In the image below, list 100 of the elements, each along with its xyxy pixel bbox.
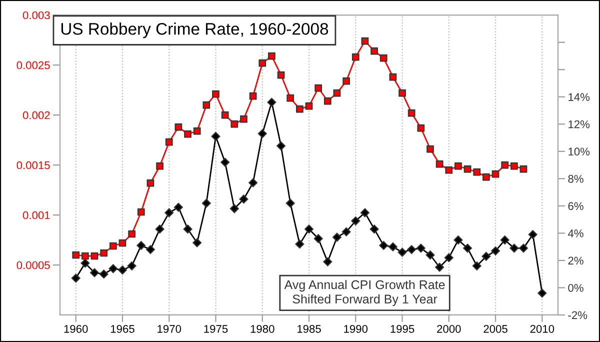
point: [268, 52, 276, 60]
point: [500, 236, 510, 244]
x-tick-label: 1985: [297, 325, 321, 333]
point: [332, 232, 342, 242]
point: [286, 198, 295, 208]
point: [528, 230, 538, 240]
y-tick-label: 0.0025: [16, 61, 50, 70]
point: [370, 224, 379, 234]
point: [416, 244, 426, 253]
point: [109, 242, 117, 250]
point: [510, 162, 518, 170]
point: [276, 141, 286, 150]
y-tick-label: 0.003: [22, 11, 50, 20]
point: [108, 264, 118, 274]
point: [146, 179, 154, 187]
point: [463, 244, 472, 253]
point: [165, 138, 173, 146]
point: [501, 161, 509, 169]
point: [379, 240, 388, 250]
point: [118, 266, 127, 274]
point: [407, 245, 416, 254]
point: [417, 124, 425, 132]
y2-tick-label: 6%: [568, 202, 584, 210]
point: [351, 216, 360, 226]
y-tick-label: 0.002: [22, 111, 50, 120]
point: [472, 261, 482, 270]
point: [258, 129, 267, 138]
point: [286, 94, 294, 102]
point: [314, 84, 322, 92]
point: [80, 258, 90, 268]
point: [258, 59, 266, 67]
point: [156, 162, 164, 170]
point: [454, 162, 462, 170]
point: [100, 249, 108, 257]
point: [136, 240, 146, 250]
point: [398, 248, 407, 257]
point: [230, 204, 239, 214]
point: [408, 109, 416, 117]
point: [426, 145, 434, 153]
y2-tick-label: 14%: [568, 93, 590, 101]
point: [137, 208, 145, 216]
point: [174, 123, 182, 131]
x-tick-label: 1995: [390, 325, 414, 333]
x-tick-label: 1980: [250, 325, 274, 333]
point: [370, 47, 378, 55]
point: [174, 202, 183, 212]
point: [352, 53, 360, 61]
point: [267, 98, 276, 107]
point: [454, 236, 463, 244]
point: [212, 90, 220, 98]
point: [473, 168, 481, 176]
point: [249, 92, 257, 100]
point: [538, 288, 547, 298]
y2-tick-label: 12%: [568, 120, 590, 128]
point: [482, 252, 491, 261]
point: [221, 111, 229, 119]
point: [239, 194, 248, 204]
point: [277, 71, 285, 79]
x-tick-label: 1960: [64, 325, 88, 333]
point: [361, 37, 369, 45]
point: [491, 246, 500, 256]
y-tick-label: 0.0005: [16, 261, 50, 270]
point: [464, 165, 472, 173]
point: [240, 115, 248, 123]
point: [99, 270, 108, 279]
point: [155, 224, 164, 234]
point: [192, 238, 202, 248]
point: [389, 73, 397, 81]
point: [211, 132, 220, 141]
point: [510, 244, 519, 253]
x-tick-label: 2000: [437, 325, 461, 333]
point: [118, 239, 126, 247]
y2-tick-label: 4%: [568, 230, 584, 238]
x-tick-label: 2005: [484, 325, 508, 333]
y2-tick-label: -2%: [568, 311, 588, 320]
point: [323, 257, 332, 266]
point: [426, 250, 435, 260]
point: [127, 261, 136, 270]
y2-tick-label: 8%: [568, 174, 584, 183]
point: [380, 54, 388, 62]
point: [492, 170, 500, 178]
point: [248, 178, 258, 188]
point: [305, 102, 313, 110]
point: [90, 252, 98, 260]
point: [184, 130, 192, 138]
x-tick-label: 1965: [110, 325, 134, 333]
point: [146, 245, 155, 254]
point: [193, 127, 201, 135]
point: [82, 252, 89, 260]
x-tick-label: 1975: [204, 325, 228, 333]
y2-tick-label: 0%: [568, 284, 584, 292]
y2-tick-label: 2%: [568, 256, 584, 265]
x-tick-label: 2010: [530, 325, 554, 333]
x-tick-label: 1970: [158, 325, 182, 333]
point: [128, 230, 136, 238]
point: [435, 262, 444, 272]
point: [333, 89, 341, 97]
point: [342, 227, 351, 236]
point: [342, 77, 350, 85]
point: [71, 274, 80, 283]
